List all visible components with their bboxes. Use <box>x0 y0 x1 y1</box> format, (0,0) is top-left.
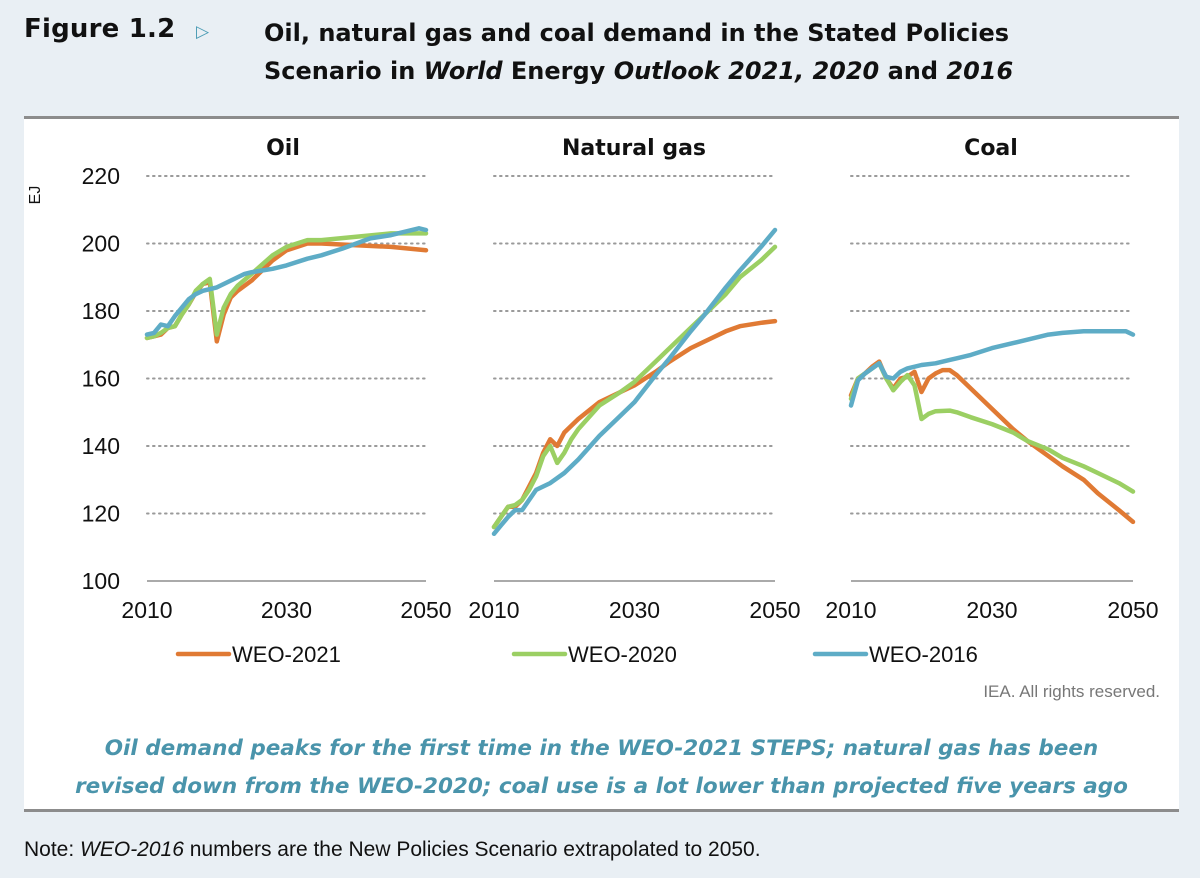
y-tick-label: 100 <box>82 568 120 594</box>
y-tick-label: 160 <box>82 366 120 392</box>
y-axis-label: EJ <box>27 186 44 205</box>
title-part: Energy <box>502 57 614 85</box>
note-rest: numbers are the New Policies Scenario ex… <box>183 838 761 861</box>
x-tick-label: 2050 <box>400 597 451 623</box>
panel-title: Coal <box>964 136 1018 161</box>
panel-title: Natural gas <box>562 136 706 161</box>
note-italic: WEO-2016 <box>80 838 184 861</box>
series-line-weo-2020 <box>144 231 429 341</box>
series-line-weo-2016 <box>848 329 1136 408</box>
caption: Oil demand peaks for the first time in t… <box>24 730 1179 806</box>
legend-label: WEO-2020 <box>568 642 677 667</box>
y-tick-label: 200 <box>82 231 120 257</box>
title-part: Outlook 2021, 2020 <box>613 57 880 85</box>
x-tick-label: 2030 <box>609 597 660 623</box>
y-tick-label: 220 <box>82 163 120 189</box>
x-tick-label: 2050 <box>1107 597 1158 623</box>
x-tick-label: 2010 <box>468 597 519 623</box>
x-tick-label: 2010 <box>825 597 876 623</box>
y-tick-label: 180 <box>82 298 120 324</box>
series-line-weo-2020 <box>848 361 1136 494</box>
series-line-weo-2016 <box>144 226 429 337</box>
legend-label: WEO-2016 <box>869 642 978 667</box>
figure-label: Figure 1.2 <box>24 14 176 44</box>
figure-title: Oil, natural gas and coal demand in the … <box>264 14 1164 90</box>
title-part: World <box>423 57 503 85</box>
title-part: Scenario in <box>264 57 424 85</box>
series-line-weo-2021 <box>491 318 778 530</box>
caption-line1: Oil demand peaks for the first time in t… <box>104 736 1099 761</box>
series-line-weo-2021 <box>144 241 429 344</box>
title-part: 2016 <box>946 57 1014 85</box>
figure-title-line2: Scenario in World Energy Outlook 2021, 2… <box>264 52 1164 90</box>
title-part: and <box>879 57 947 85</box>
x-tick-label: 2010 <box>121 597 172 623</box>
series-line-weo-2021 <box>848 359 1136 525</box>
x-tick-label: 2030 <box>261 597 312 623</box>
figure-title-line1: Oil, natural gas and coal demand in the … <box>264 19 1010 47</box>
triangle-right-icon: ▷ <box>196 22 210 42</box>
y-tick-label: 140 <box>82 433 120 459</box>
credit-text: IEA. All rights reserved. <box>983 682 1160 701</box>
legend-label: WEO-2021 <box>232 642 341 667</box>
note-prefix: Note: <box>24 838 81 861</box>
x-tick-label: 2030 <box>966 597 1017 623</box>
series-line-weo-2016 <box>491 227 778 537</box>
x-tick-label: 2050 <box>749 597 800 623</box>
chart-panel <box>24 116 1179 812</box>
note: Note: WEO-2016 numbers are the New Polic… <box>24 838 761 862</box>
caption-line2: revised down from the WEO-2020; coal use… <box>75 774 1128 799</box>
panel-title: Oil <box>266 136 300 161</box>
y-tick-label: 120 <box>82 501 120 527</box>
